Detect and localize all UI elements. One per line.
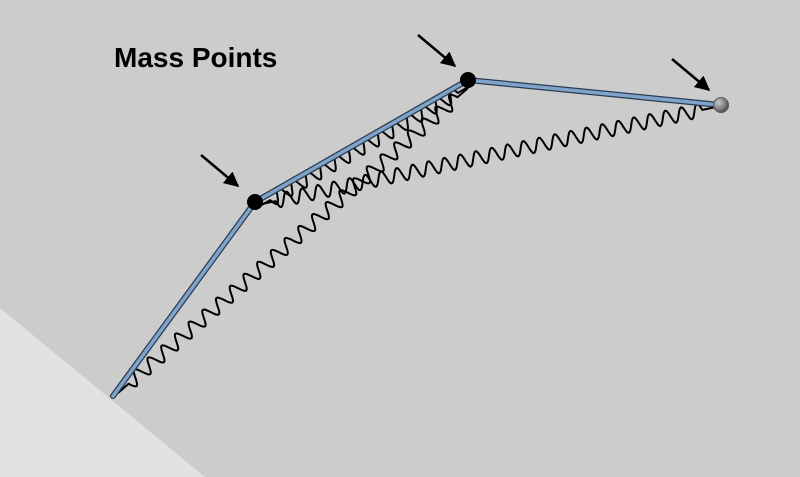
mass-point-end [713,97,729,113]
rod-base-to-p1 [111,200,257,398]
diagram-title: Mass Points [114,42,278,73]
mass-point-1 [247,194,263,210]
rod-p1-to-p2 [253,78,470,204]
spring-base-to-p2 [117,87,469,394]
spring-p1-to-p2-short [257,85,471,208]
springs [117,85,717,394]
arrow-icon [200,154,240,187]
arrow-icon [417,34,457,67]
rod-p2-to-p3 [466,78,722,107]
arrow-icon [671,58,711,91]
rods [110,77,723,399]
ground-slope [0,308,205,477]
mass-point-2 [460,72,476,88]
spring-p1-to-end [261,102,717,209]
